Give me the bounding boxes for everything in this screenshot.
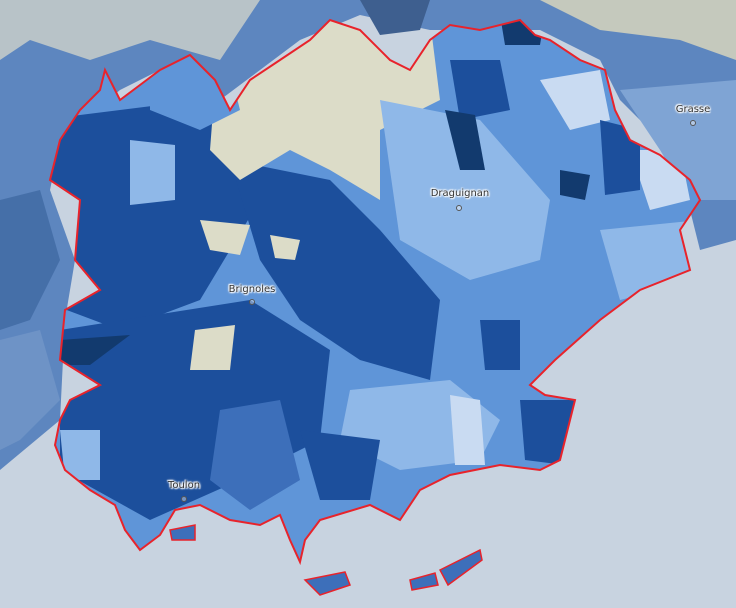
city-marker-draguignan[interactable] (456, 205, 462, 211)
city-label-brignoles: Brignoles (228, 284, 276, 295)
city-marker-grasse[interactable] (690, 120, 696, 126)
city-label-draguignan: Draguignan (430, 188, 490, 199)
city-label-grasse: Grasse (675, 104, 711, 115)
city-marker-brignoles[interactable] (249, 299, 255, 305)
islands[interactable] (169, 524, 483, 596)
city-label-toulon: Toulon (167, 480, 201, 491)
city-marker-toulon[interactable] (181, 496, 187, 502)
surrounding-land (0, 0, 736, 470)
